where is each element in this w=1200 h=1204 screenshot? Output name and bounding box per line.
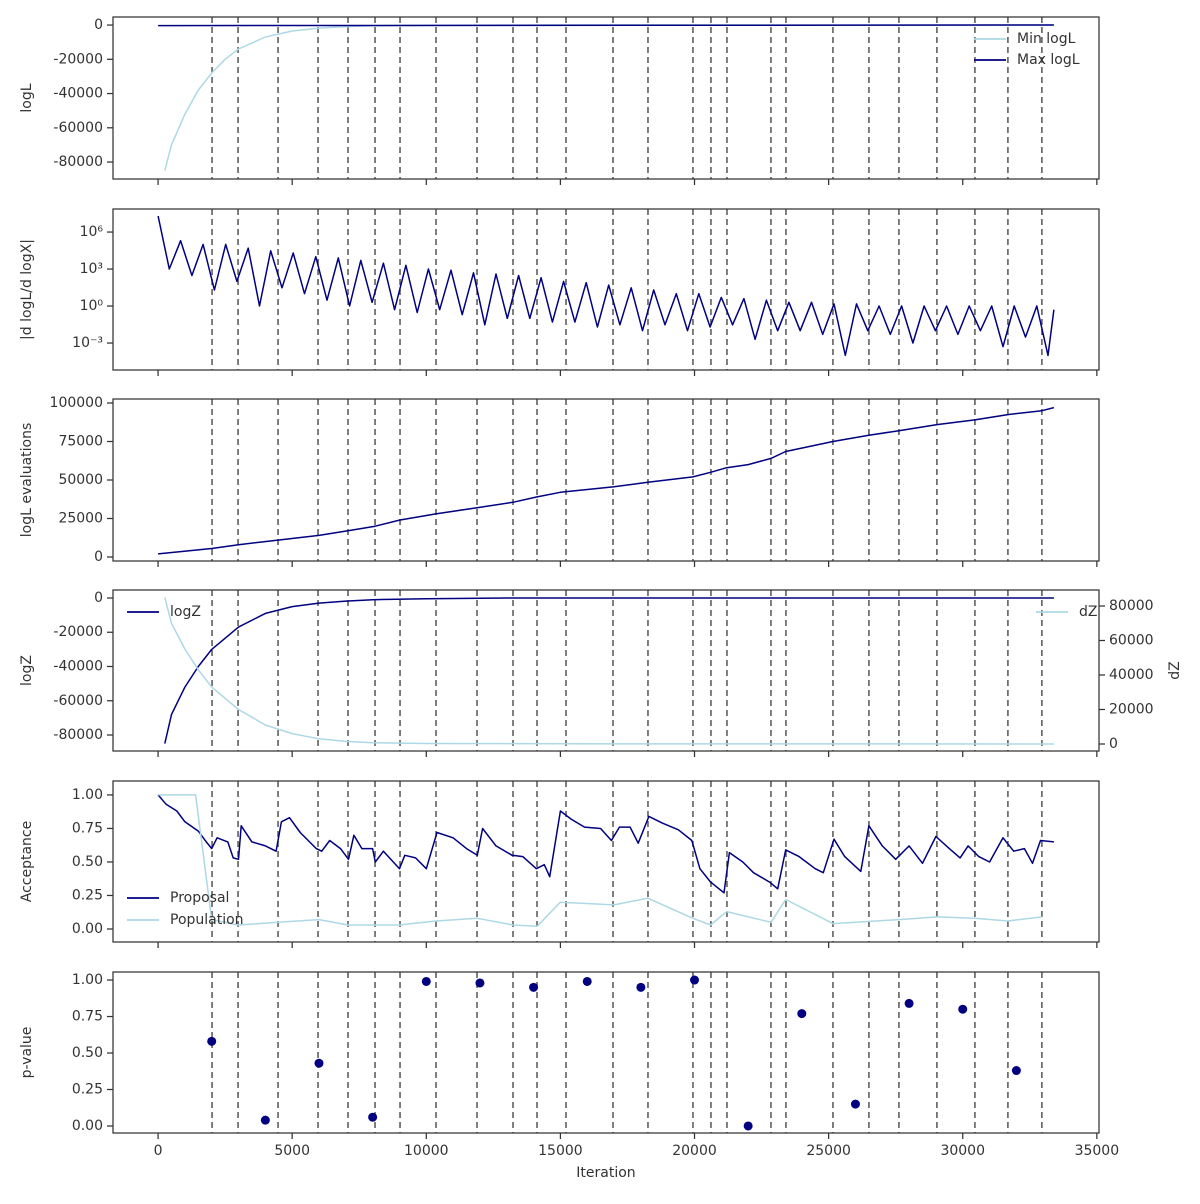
series-line bbox=[164, 597, 1054, 745]
y-tick-label: -80000 bbox=[53, 727, 103, 743]
y-tick-label: 10³ bbox=[80, 261, 103, 277]
point bbox=[260, 1115, 270, 1125]
series-line bbox=[157, 794, 1054, 894]
x-tick-label: 35000 bbox=[1075, 1143, 1120, 1159]
series-line bbox=[164, 597, 1054, 744]
y-axis-label: logL bbox=[19, 83, 35, 112]
y-tick-label: 0 bbox=[94, 17, 103, 33]
y-tick-label: 1.00 bbox=[72, 787, 103, 803]
y-tick-label: -20000 bbox=[53, 624, 103, 640]
x-tick-label: 5000 bbox=[274, 1143, 310, 1159]
axes-frame bbox=[112, 971, 1100, 1134]
y-tick-label: 0.50 bbox=[72, 1045, 103, 1061]
y2-tick-label: 0 bbox=[1109, 736, 1118, 752]
x-tick-label: 30000 bbox=[940, 1143, 985, 1159]
legend-label: Proposal bbox=[170, 890, 229, 906]
y2-axis-label: dZ bbox=[1167, 661, 1183, 679]
y-tick-label: 0 bbox=[94, 590, 103, 606]
legend-label: Max logL bbox=[1017, 52, 1080, 68]
y-tick-label: -40000 bbox=[53, 86, 103, 102]
y-tick-label: 25000 bbox=[58, 510, 103, 526]
legend-label: Min logL bbox=[1017, 31, 1076, 47]
y-tick-label: 0.50 bbox=[72, 854, 103, 870]
y-tick-label: 75000 bbox=[58, 434, 103, 450]
legend-label: logZ bbox=[170, 604, 201, 620]
point bbox=[797, 1009, 807, 1019]
y-tick-label: -40000 bbox=[53, 659, 103, 675]
point bbox=[582, 976, 592, 986]
y2-tick-label: 40000 bbox=[1109, 667, 1154, 683]
point bbox=[743, 1121, 753, 1131]
y-tick-label: 0.25 bbox=[72, 887, 103, 903]
point bbox=[207, 1036, 217, 1046]
y-tick-label: 0.75 bbox=[72, 1009, 103, 1025]
point bbox=[636, 982, 646, 992]
x-tick-label: 25000 bbox=[806, 1143, 851, 1159]
x-axis-label: Iteration bbox=[576, 1165, 635, 1181]
point bbox=[475, 978, 485, 988]
x-tick-label: 10000 bbox=[404, 1143, 449, 1159]
point bbox=[314, 1058, 324, 1068]
point bbox=[958, 1004, 968, 1014]
y2-tick-label: 60000 bbox=[1109, 633, 1154, 649]
y-tick-label: -60000 bbox=[53, 693, 103, 709]
y-tick-label: 0.00 bbox=[72, 921, 103, 937]
y-tick-label: 0.25 bbox=[72, 1082, 103, 1098]
legend-label: Population bbox=[170, 912, 244, 928]
y-tick-label: 1.00 bbox=[72, 972, 103, 988]
x-tick-label: 20000 bbox=[672, 1143, 717, 1159]
y-tick-label: 10⁰ bbox=[80, 298, 104, 314]
y-tick-label: -60000 bbox=[53, 120, 103, 136]
point bbox=[850, 1099, 860, 1109]
y-tick-label: 50000 bbox=[58, 472, 103, 488]
point bbox=[904, 998, 914, 1008]
series-line bbox=[157, 215, 1055, 357]
y-axis-label: p-value bbox=[19, 1027, 35, 1079]
point bbox=[368, 1112, 378, 1122]
axes-frame bbox=[112, 208, 1100, 371]
x-tick-label: 15000 bbox=[538, 1143, 583, 1159]
y-axis-label: logZ bbox=[19, 655, 35, 686]
y-tick-label: -80000 bbox=[53, 154, 103, 170]
axes-frame bbox=[112, 16, 1100, 180]
y-tick-label: 0.75 bbox=[72, 820, 103, 836]
y-tick-label: 0.00 bbox=[72, 1118, 103, 1134]
y-axis-label: Acceptance bbox=[19, 821, 35, 902]
y-tick-label: 100000 bbox=[50, 395, 103, 411]
point bbox=[529, 982, 539, 992]
y-axis-label: |d logL/d logX| bbox=[19, 239, 35, 340]
legend-label: dZ bbox=[1079, 604, 1097, 620]
point bbox=[1011, 1066, 1021, 1076]
series-line bbox=[158, 794, 1042, 928]
series-line bbox=[164, 24, 1054, 171]
y2-tick-label: 80000 bbox=[1109, 598, 1154, 614]
series-line bbox=[158, 24, 1054, 27]
axes-frame bbox=[112, 589, 1100, 752]
y-axis-label: logL evaluations bbox=[19, 423, 35, 538]
y-tick-label: 10⁻³ bbox=[72, 335, 103, 351]
series-line bbox=[158, 406, 1055, 555]
y-tick-label: -20000 bbox=[53, 51, 103, 67]
point bbox=[421, 976, 431, 986]
y-tick-label: 10⁶ bbox=[80, 224, 104, 240]
point bbox=[690, 975, 700, 985]
y-tick-label: 0 bbox=[94, 549, 103, 565]
x-tick-label: 0 bbox=[154, 1143, 163, 1159]
y2-tick-label: 20000 bbox=[1109, 701, 1154, 717]
